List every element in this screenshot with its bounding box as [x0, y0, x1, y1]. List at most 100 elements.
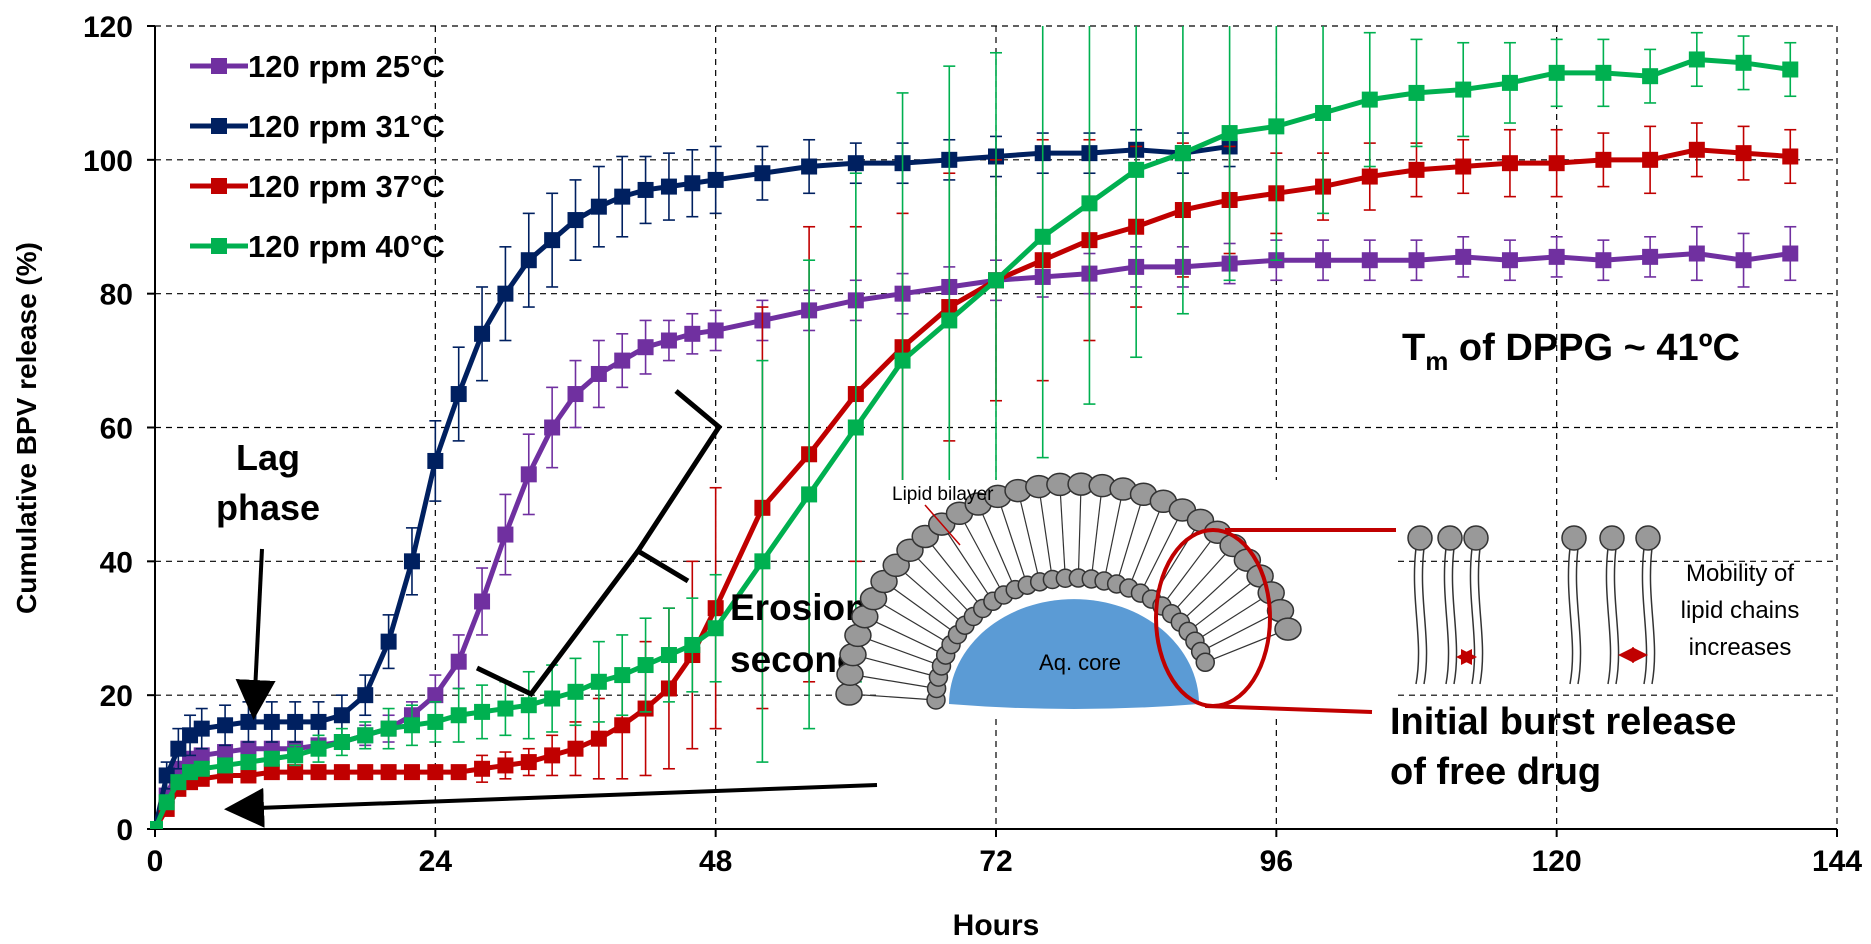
annotation-part: m: [1425, 346, 1448, 376]
bracket: [634, 389, 723, 584]
lipid-tail: [977, 503, 1016, 590]
marker: [333, 707, 350, 724]
marker: [427, 713, 444, 730]
lipid-head: [1274, 617, 1302, 641]
marker: [637, 657, 654, 674]
marker: [240, 767, 257, 784]
marker: [1642, 248, 1659, 265]
lipid-tail: [1171, 545, 1234, 615]
y-tick-label: 60: [100, 413, 133, 446]
lipid-tail: [909, 549, 974, 617]
marker: [287, 713, 304, 730]
lipid-tail: [1017, 490, 1041, 582]
marker: [170, 740, 187, 757]
marker: [754, 553, 771, 570]
legend-marker: [211, 118, 227, 134]
bracket: [475, 549, 641, 698]
marker: [520, 697, 537, 714]
marker: [988, 272, 1004, 289]
marker: [1408, 161, 1425, 178]
marker: [450, 707, 467, 724]
marker: [1735, 54, 1752, 71]
marker: [310, 713, 327, 730]
lipid-tail: [958, 512, 1005, 596]
marker: [497, 700, 514, 717]
lipid-tail: [848, 693, 937, 701]
marker: [403, 717, 420, 734]
marker: [707, 620, 724, 637]
marker: [427, 687, 444, 704]
annotation: Lag: [236, 437, 300, 478]
lipid-tail: [997, 496, 1028, 586]
lipid-head: [1195, 652, 1215, 673]
lipid-tail: [924, 536, 984, 609]
marker: [150, 821, 163, 829]
lipid-head: [1599, 525, 1625, 551]
lipid-head: [1437, 525, 1463, 551]
marker: [474, 593, 491, 610]
legend-marker: [211, 178, 227, 194]
marker: [380, 633, 397, 650]
marker: [660, 332, 677, 349]
marker: [333, 764, 350, 781]
lipid-tail: [873, 598, 952, 646]
legend-label: 120 rpm 25°C: [248, 49, 445, 84]
marker: [427, 764, 444, 781]
lipid-head: [839, 642, 867, 667]
lipid-tail: [1059, 484, 1066, 579]
pointer: [924, 504, 961, 546]
marker: [614, 188, 631, 205]
marker: [474, 760, 491, 777]
marker: [847, 155, 864, 172]
marker: [567, 740, 584, 757]
marker: [1595, 151, 1612, 168]
marker: [567, 212, 584, 229]
marker: [240, 713, 257, 730]
marker: [801, 486, 818, 503]
marker: [403, 553, 420, 570]
marker: [1595, 64, 1612, 81]
marker: [474, 703, 491, 720]
marker: [684, 325, 701, 342]
marker: [1081, 195, 1098, 212]
marker: [193, 747, 210, 764]
arrow: [235, 548, 276, 720]
marker: [1595, 252, 1612, 269]
marker: [941, 312, 958, 329]
marker: [847, 419, 864, 436]
marker: [1128, 161, 1145, 178]
marker: [660, 647, 677, 664]
y-tick-label: 40: [100, 546, 133, 579]
x-axis-label: Hours: [953, 909, 1040, 942]
annotation: of free drug: [1390, 751, 1601, 793]
marker: [263, 750, 280, 767]
diagram-label: lipid chains: [1681, 597, 1800, 624]
lipid-tail: [1179, 559, 1248, 623]
marker: [217, 717, 234, 734]
lipid-tail: [857, 634, 942, 667]
marker: [684, 636, 701, 653]
x-tick-label: 120: [1532, 845, 1582, 878]
lipid-head: [836, 662, 864, 686]
marker: [380, 764, 397, 781]
marker: [403, 764, 420, 781]
marker: [1501, 252, 1518, 269]
lipid-tail: [1090, 485, 1103, 580]
diagram-label: Mobility of: [1686, 560, 1794, 587]
zoom-line: [1204, 704, 1373, 714]
annotation: phase: [216, 487, 320, 528]
marker: [1642, 68, 1659, 85]
lipid-tail: [1443, 547, 1458, 685]
marker: [450, 764, 467, 781]
aq-core: [949, 599, 1199, 709]
marker: [287, 747, 304, 764]
diagram-label: increases: [1689, 634, 1792, 661]
marker: [1361, 91, 1378, 108]
x-tick-label: 144: [1812, 845, 1862, 878]
lipid-tail: [1128, 501, 1164, 589]
lipid-tail: [1194, 592, 1272, 642]
marker: [614, 717, 631, 734]
marker: [590, 365, 607, 382]
marker: [520, 754, 537, 771]
marker: [801, 158, 818, 175]
